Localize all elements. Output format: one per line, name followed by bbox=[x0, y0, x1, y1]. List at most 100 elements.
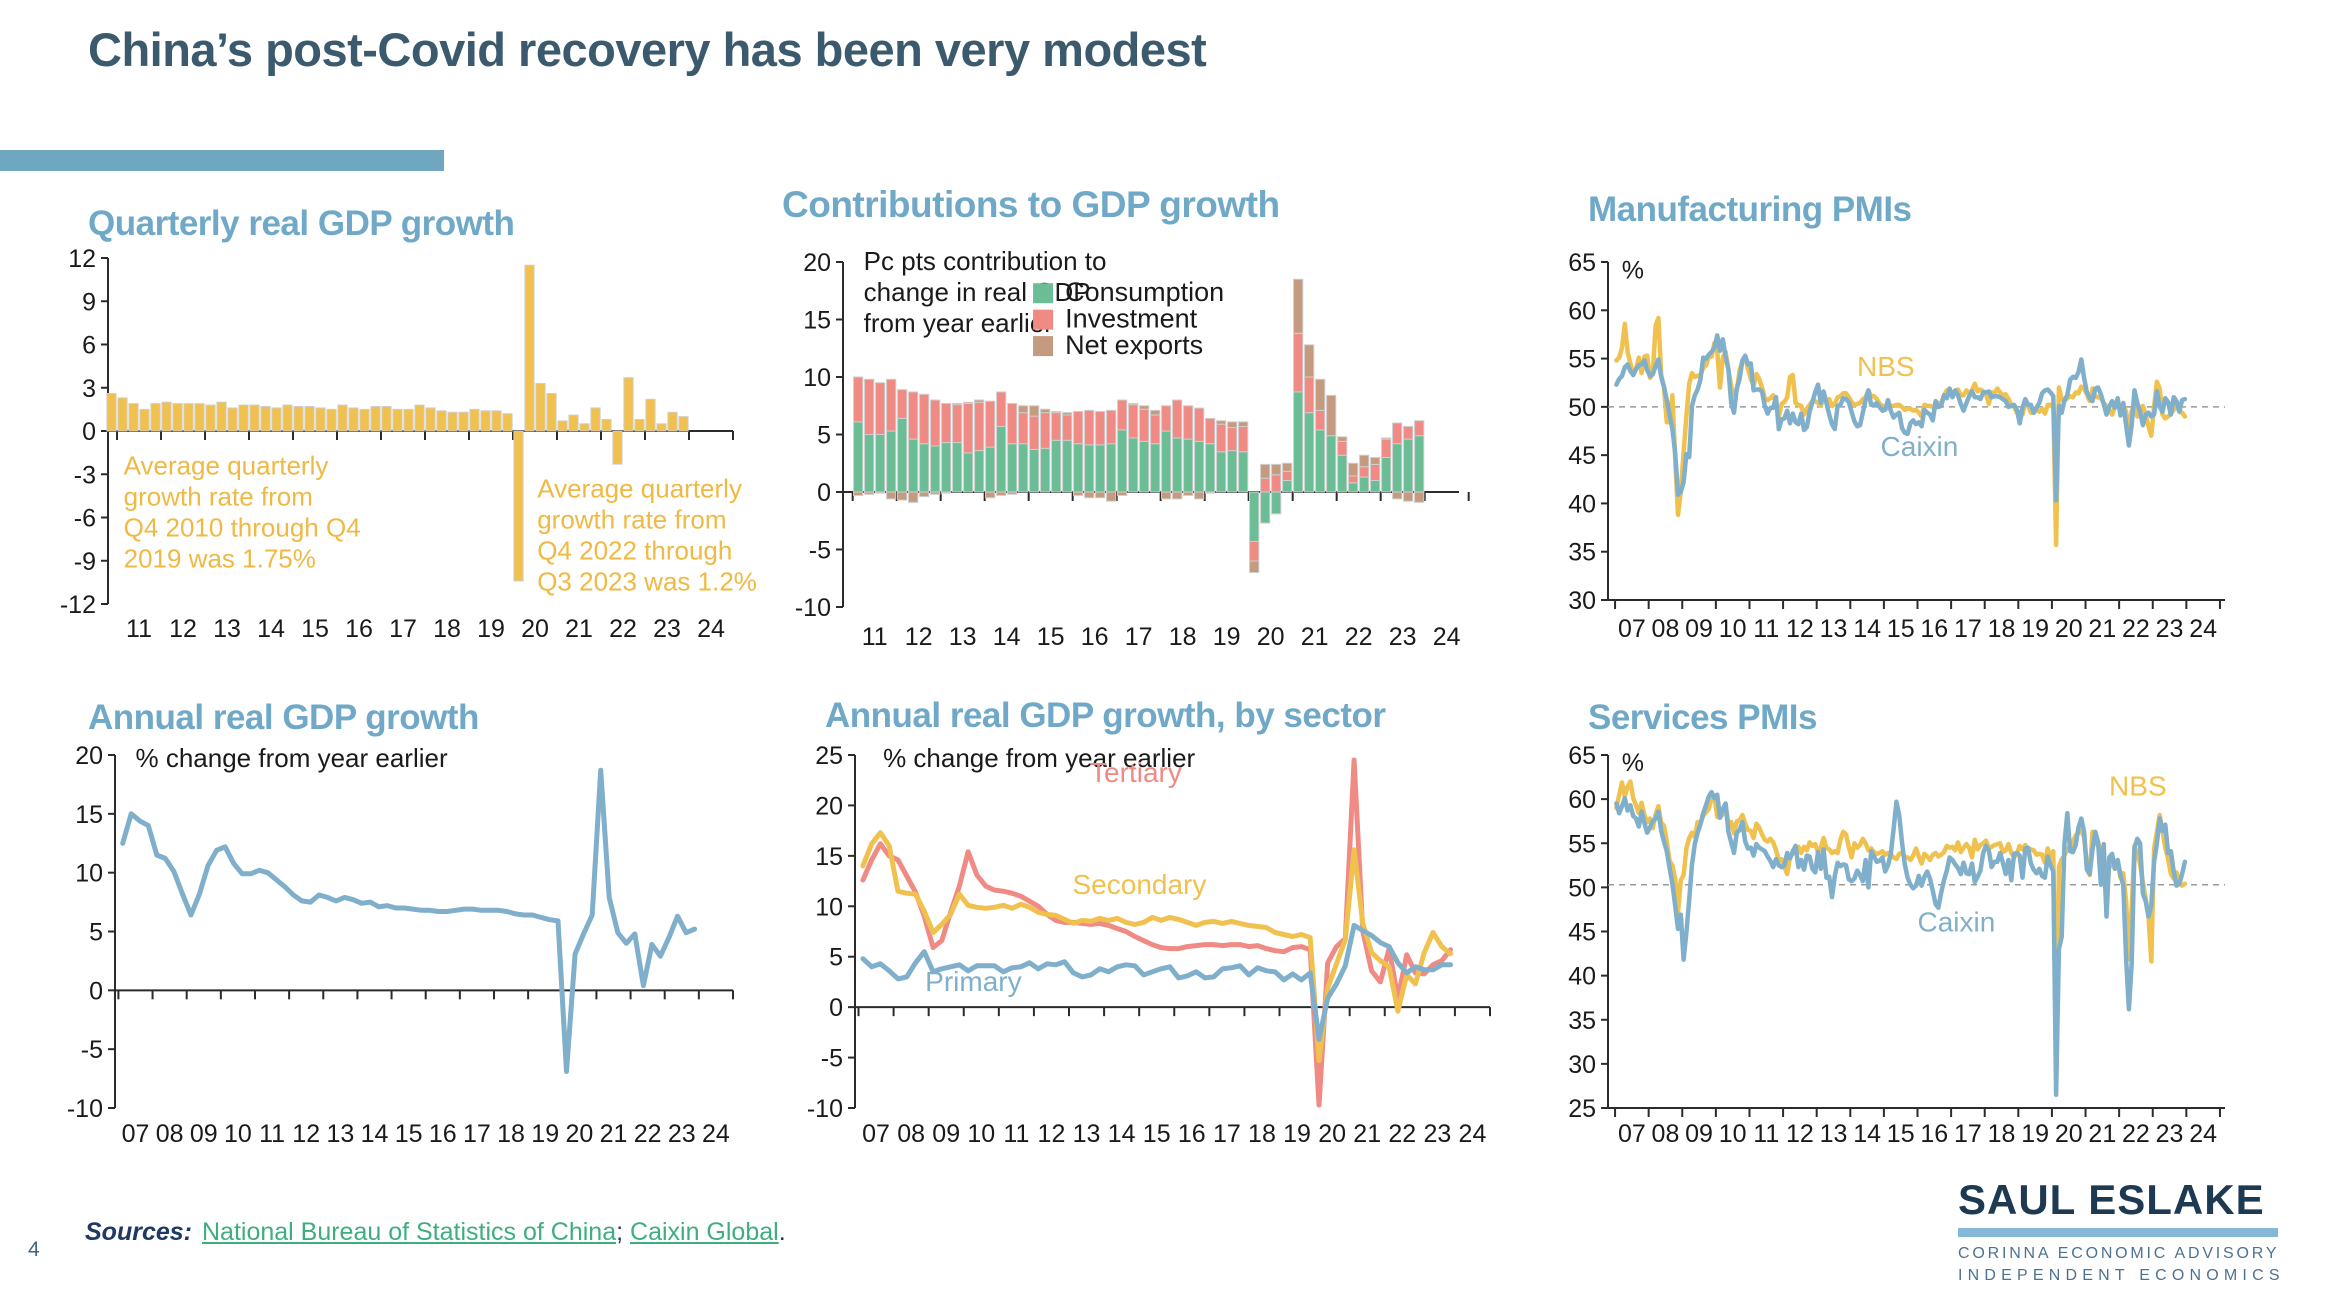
svg-text:24: 24 bbox=[697, 615, 725, 643]
svg-text:% change from year earlier: % change from year earlier bbox=[883, 743, 1195, 773]
svg-text:14: 14 bbox=[361, 1120, 389, 1148]
svg-text:NBS: NBS bbox=[2109, 771, 2167, 802]
svg-text:08: 08 bbox=[156, 1120, 184, 1148]
svg-text:19: 19 bbox=[2021, 615, 2049, 643]
source-link-caixin[interactable]: Caixin Global bbox=[630, 1218, 779, 1246]
page-number: 4 bbox=[28, 1238, 40, 1261]
manufacturing-pmis-line-chart: 30 35 40 45 50 55 60 65 07 08 09 10 11 12 13 14 15 16 17 18… bbox=[1568, 249, 2225, 643]
svg-text:45: 45 bbox=[1568, 442, 1596, 470]
chart-title-annual-gdp: Annual real GDP growth bbox=[88, 698, 479, 737]
svg-text:07: 07 bbox=[122, 1120, 150, 1148]
svg-text:17: 17 bbox=[1125, 623, 1153, 651]
svg-text:16: 16 bbox=[345, 615, 373, 643]
svg-text:-5: -5 bbox=[81, 1036, 103, 1064]
svg-text:35: 35 bbox=[1568, 1007, 1596, 1035]
svg-text:21: 21 bbox=[2088, 615, 2116, 643]
svg-text:15: 15 bbox=[815, 843, 843, 871]
svg-text:24: 24 bbox=[1459, 1120, 1487, 1148]
svg-text:17: 17 bbox=[1954, 615, 1982, 643]
svg-text:11: 11 bbox=[862, 623, 888, 651]
svg-text:09: 09 bbox=[190, 1120, 218, 1148]
svg-text:23: 23 bbox=[1423, 1120, 1451, 1148]
logo-subtitle-2: INDEPENDENT ECONOMICS bbox=[1958, 1267, 2285, 1284]
svg-text:20: 20 bbox=[2055, 1120, 2083, 1148]
svg-text:17: 17 bbox=[389, 615, 417, 643]
svg-text:15: 15 bbox=[1143, 1120, 1171, 1148]
svg-text:-5: -5 bbox=[809, 537, 831, 565]
svg-text:12: 12 bbox=[68, 245, 96, 273]
svg-text:40: 40 bbox=[1568, 490, 1596, 518]
svg-text:Consumption: Consumption bbox=[1065, 277, 1224, 307]
svg-text:20: 20 bbox=[815, 792, 843, 820]
svg-text:60: 60 bbox=[1568, 786, 1596, 814]
svg-text:11: 11 bbox=[259, 1120, 285, 1148]
svg-text:-10: -10 bbox=[795, 594, 831, 622]
chart-title-contributions: Contributions to GDP growth bbox=[782, 184, 1280, 225]
svg-text:23: 23 bbox=[668, 1120, 696, 1148]
svg-text:12: 12 bbox=[1038, 1120, 1066, 1148]
svg-text:08: 08 bbox=[1652, 1120, 1680, 1148]
svg-text:% change from year earlier: % change from year earlier bbox=[135, 743, 447, 773]
svg-text:6: 6 bbox=[82, 332, 96, 360]
source-link-nbs[interactable]: National Bureau of Statistics of China bbox=[201, 1218, 617, 1246]
svg-text:13: 13 bbox=[949, 623, 977, 651]
svg-text:10: 10 bbox=[224, 1120, 252, 1148]
svg-text:14: 14 bbox=[1853, 615, 1881, 643]
svg-text:18: 18 bbox=[497, 1120, 525, 1148]
svg-text:16: 16 bbox=[1920, 615, 1948, 643]
svg-text:08: 08 bbox=[1652, 615, 1680, 643]
svg-text:25: 25 bbox=[1568, 1095, 1596, 1123]
svg-text:65: 65 bbox=[1568, 742, 1596, 770]
svg-text:10: 10 bbox=[1719, 615, 1747, 643]
svg-text:55: 55 bbox=[1568, 830, 1596, 858]
svg-text:0: 0 bbox=[82, 418, 96, 446]
svg-text:14: 14 bbox=[1108, 1120, 1136, 1148]
svg-text:12: 12 bbox=[905, 623, 933, 651]
logo-accent-bar bbox=[1958, 1228, 2278, 1237]
svg-text:17: 17 bbox=[1954, 1120, 1982, 1148]
svg-text:21: 21 bbox=[2088, 1120, 2116, 1148]
svg-text:15: 15 bbox=[1037, 623, 1065, 651]
svg-text:Caixin: Caixin bbox=[1881, 431, 1959, 462]
svg-text:-5: -5 bbox=[821, 1045, 843, 1073]
svg-text:20: 20 bbox=[521, 615, 549, 643]
svg-text:11: 11 bbox=[126, 615, 152, 643]
svg-text:15: 15 bbox=[803, 307, 831, 335]
title-accent-bar bbox=[0, 150, 444, 171]
svg-text:13: 13 bbox=[1820, 615, 1848, 643]
svg-text:11: 11 bbox=[1753, 615, 1779, 643]
svg-text:14: 14 bbox=[257, 615, 285, 643]
sources-line: Sources: National Bureau of Statistics of… bbox=[85, 1218, 786, 1247]
svg-text:30: 30 bbox=[1568, 587, 1596, 615]
svg-text:23: 23 bbox=[653, 615, 681, 643]
svg-text:-9: -9 bbox=[74, 548, 96, 576]
svg-text:09: 09 bbox=[1685, 1120, 1713, 1148]
svg-text:14: 14 bbox=[993, 623, 1021, 651]
svg-text:20: 20 bbox=[565, 1120, 593, 1148]
svg-text:14: 14 bbox=[1853, 1120, 1881, 1148]
svg-text:22: 22 bbox=[1388, 1120, 1416, 1148]
svg-text:24: 24 bbox=[2189, 615, 2217, 643]
svg-text:24: 24 bbox=[2189, 1120, 2217, 1148]
svg-text:35: 35 bbox=[1568, 539, 1596, 567]
saul-eslake-logo: SAUL ESLAKE CORINNA ECONOMIC ADVISORY IN… bbox=[1958, 1176, 2285, 1285]
sources-terminator: . bbox=[778, 1218, 786, 1246]
svg-text:%: % bbox=[1622, 256, 1644, 284]
svg-text:22: 22 bbox=[2122, 615, 2150, 643]
svg-text:Investment: Investment bbox=[1065, 304, 1198, 334]
quarterly-gdp-bar-chart: -12 -9 -6 -3 0 3 6 9 12 11 12 13 14 15 16 17 18 19 20 21 22 2… bbox=[60, 245, 757, 643]
svg-text:22: 22 bbox=[1345, 623, 1373, 651]
gdp-contributions-stacked-chart: -10 -5 0 5 10 15 20 11 12 13 14 15 16 17 18 19 20 21 22 23 2… bbox=[795, 246, 1470, 651]
svg-text:3: 3 bbox=[82, 375, 96, 403]
sources-label: Sources: bbox=[85, 1218, 192, 1246]
svg-text:18: 18 bbox=[1988, 1120, 2016, 1148]
svg-text:17: 17 bbox=[1213, 1120, 1241, 1148]
svg-text:10: 10 bbox=[803, 364, 831, 392]
svg-text:18: 18 bbox=[1169, 623, 1197, 651]
svg-text:11: 11 bbox=[1753, 1120, 1779, 1148]
svg-text:16: 16 bbox=[429, 1120, 457, 1148]
svg-text:16: 16 bbox=[1920, 1120, 1948, 1148]
svg-text:11: 11 bbox=[1003, 1120, 1029, 1148]
svg-text:23: 23 bbox=[1389, 623, 1417, 651]
